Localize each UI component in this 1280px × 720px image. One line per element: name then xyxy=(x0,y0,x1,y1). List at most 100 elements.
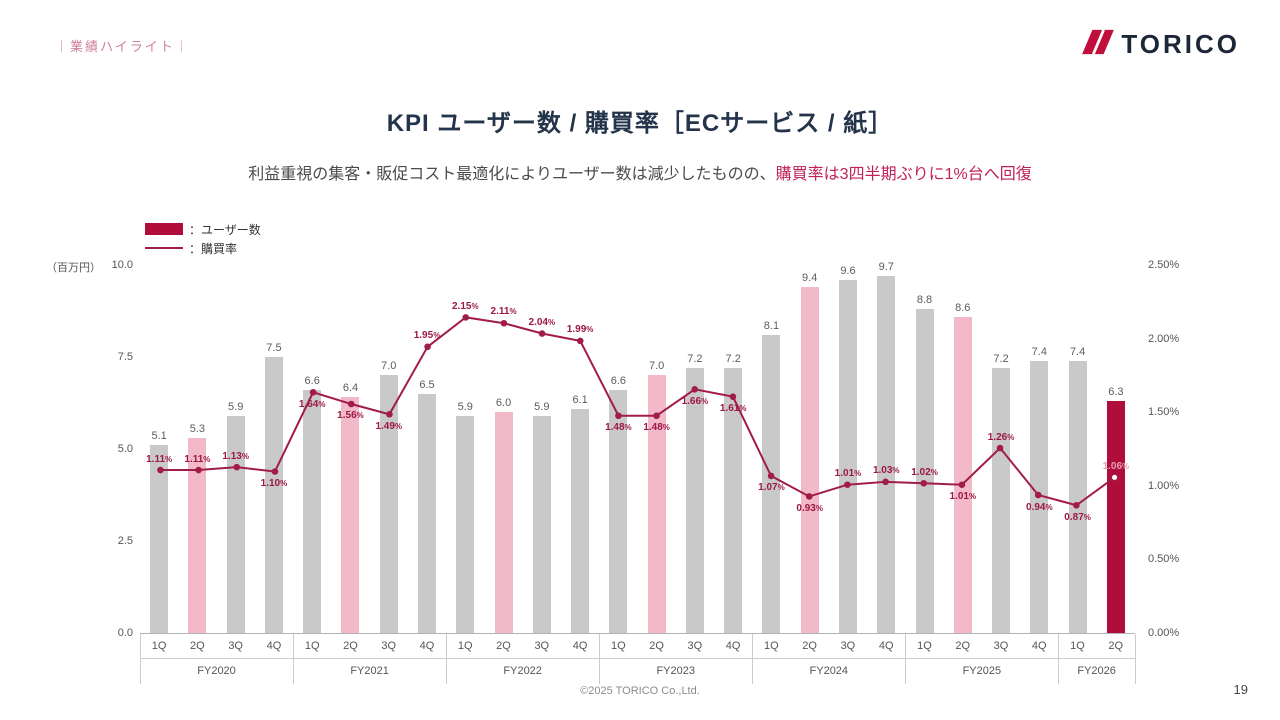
bar-value-label: 7.2 xyxy=(725,353,741,366)
y-axis-right-tick: 0.00% xyxy=(1148,627,1180,639)
user-count-bar xyxy=(341,397,360,633)
x-axis-quarter-label: 1Q xyxy=(917,640,932,652)
line-value-label: 1.48% xyxy=(643,422,670,434)
y-axis-left-tick: 5.0 xyxy=(117,443,133,455)
x-axis-quarter-label: 1Q xyxy=(151,640,167,652)
legend-users: ：ユーザー数 xyxy=(145,221,261,237)
legend-line-swatch xyxy=(145,247,183,249)
user-count-bar xyxy=(303,390,322,633)
chart-legend: ：ユーザー数 ：購買率 xyxy=(145,221,261,259)
user-count-bar xyxy=(188,437,207,633)
x-axis-quarter-label: 4Q xyxy=(725,640,741,652)
bar-value-label: 6.0 xyxy=(495,397,512,410)
x-axis-quarter-label: 3Q xyxy=(687,640,703,652)
subtitle-highlight: 購買率は3四半期ぶりに1%台へ回復 xyxy=(775,166,1032,183)
bar-value-label: 7.0 xyxy=(381,360,397,373)
x-axis-year-label: FY2023 xyxy=(656,665,695,677)
line-point xyxy=(271,468,279,475)
line-point xyxy=(1110,473,1119,482)
line-point xyxy=(386,410,393,418)
bar-value-label: 5.9 xyxy=(534,400,550,413)
x-axis-separator xyxy=(905,634,907,684)
x-axis-quarter-label: 2Q xyxy=(1108,640,1124,652)
line-value-label: 1.26% xyxy=(987,431,1015,443)
user-count-bar xyxy=(379,375,398,633)
user-count-bar xyxy=(150,445,169,633)
line-value-label: 0.93% xyxy=(796,503,823,515)
user-count-bar xyxy=(609,390,628,633)
x-axis-quarter-label: 1Q xyxy=(304,640,320,652)
bar-value-label: 5.1 xyxy=(151,430,167,443)
x-axis-separator xyxy=(446,634,448,684)
line-point xyxy=(462,314,470,321)
bar-value-label: 8.8 xyxy=(916,294,933,307)
torico-logo: TORICO xyxy=(1082,28,1240,61)
user-count-bar xyxy=(762,334,781,633)
bar-value-label: 7.2 xyxy=(993,353,1009,366)
bar-value-label: 7.5 xyxy=(266,342,282,354)
section-tag: ｜業績ハイライト｜ xyxy=(55,39,190,54)
x-axis-separator xyxy=(599,634,601,684)
line-value-label: 1.66% xyxy=(681,395,709,407)
user-count-bar xyxy=(647,375,666,633)
line-point xyxy=(233,463,241,471)
y-axis-right-tick: 1.50% xyxy=(1148,406,1180,419)
line-point xyxy=(157,466,164,474)
x-axis-quarter-label: 3Q xyxy=(228,640,243,652)
line-point xyxy=(920,479,928,487)
line-value-label: 1.61% xyxy=(719,403,747,414)
user-count-bar xyxy=(494,412,513,633)
line-value-label: 1.56% xyxy=(337,410,364,422)
user-count-bar xyxy=(838,279,857,633)
y-axis-left-tick: 10.0 xyxy=(111,259,133,271)
bar-value-label: 9.7 xyxy=(878,261,894,274)
bar-value-label: 6.6 xyxy=(610,375,626,388)
legend-bar-swatch xyxy=(145,223,183,235)
x-axis-year-label: FY2021 xyxy=(350,665,389,677)
bar-value-label: 6.6 xyxy=(304,375,320,388)
line-value-label: 1.01% xyxy=(834,468,862,480)
bar-value-label: 5.3 xyxy=(189,422,206,435)
x-axis-quarter-label: 1Q xyxy=(1070,640,1085,652)
bar-value-label: 7.2 xyxy=(687,353,703,366)
y-axis-right-tick: 2.50% xyxy=(1148,259,1180,271)
x-axis-quarter-label: 2Q xyxy=(343,640,358,652)
line-point xyxy=(538,330,546,337)
user-count-bar xyxy=(915,309,934,633)
line-value-label: 1.06% xyxy=(1102,460,1130,472)
y-axis-right-tick: 1.00% xyxy=(1148,479,1180,492)
y-axis-left-tick: 2.5 xyxy=(117,535,133,547)
y-axis-right-tick: 2.00% xyxy=(1148,332,1180,345)
line-value-label: 0.87% xyxy=(1064,511,1091,523)
line-value-label: 1.01% xyxy=(949,491,977,503)
page-title: KPI ユーザー数 / 購買率［ECサービス / 紙］ xyxy=(386,110,894,137)
x-axis-quarter-label: 2Q xyxy=(496,640,511,652)
line-value-label: 1.07% xyxy=(758,482,785,494)
purchase-rate-line xyxy=(157,314,1119,509)
user-count-bar xyxy=(418,393,437,633)
x-axis-quarter-label: 3Q xyxy=(993,640,1009,652)
x-axis-quarter-label: 2Q xyxy=(649,640,664,652)
x-axis-quarter-label: 2Q xyxy=(955,640,971,652)
bar-value-label: 6.4 xyxy=(342,382,359,395)
user-count-bar xyxy=(264,357,283,633)
user-count-bar xyxy=(877,276,896,633)
line-value-label: 1.49% xyxy=(375,420,403,432)
user-count-bar xyxy=(992,368,1011,633)
x-axis-quarter-label: 1Q xyxy=(610,640,626,652)
user-count-bar xyxy=(685,368,704,633)
torico-logo-icon xyxy=(1082,28,1115,61)
x-axis-quarter-label: 4Q xyxy=(266,640,282,652)
line-value-label: 2.11% xyxy=(490,306,517,318)
line-value-label: 1.95% xyxy=(413,329,441,341)
user-count-bar xyxy=(456,415,475,633)
x-axis-separator xyxy=(293,634,295,684)
bar-value-label: 6.5 xyxy=(419,378,435,391)
copyright: ©2025 TORICO Co.,Ltd. xyxy=(580,685,700,697)
x-axis-quarter-label: 2Q xyxy=(802,640,817,652)
line-point xyxy=(347,400,355,408)
line-value-label: 1.64% xyxy=(298,398,326,410)
line-point xyxy=(996,444,1004,452)
line-value-label: 1.99% xyxy=(566,324,594,336)
torico-logo-text: TORICO xyxy=(1121,29,1240,59)
